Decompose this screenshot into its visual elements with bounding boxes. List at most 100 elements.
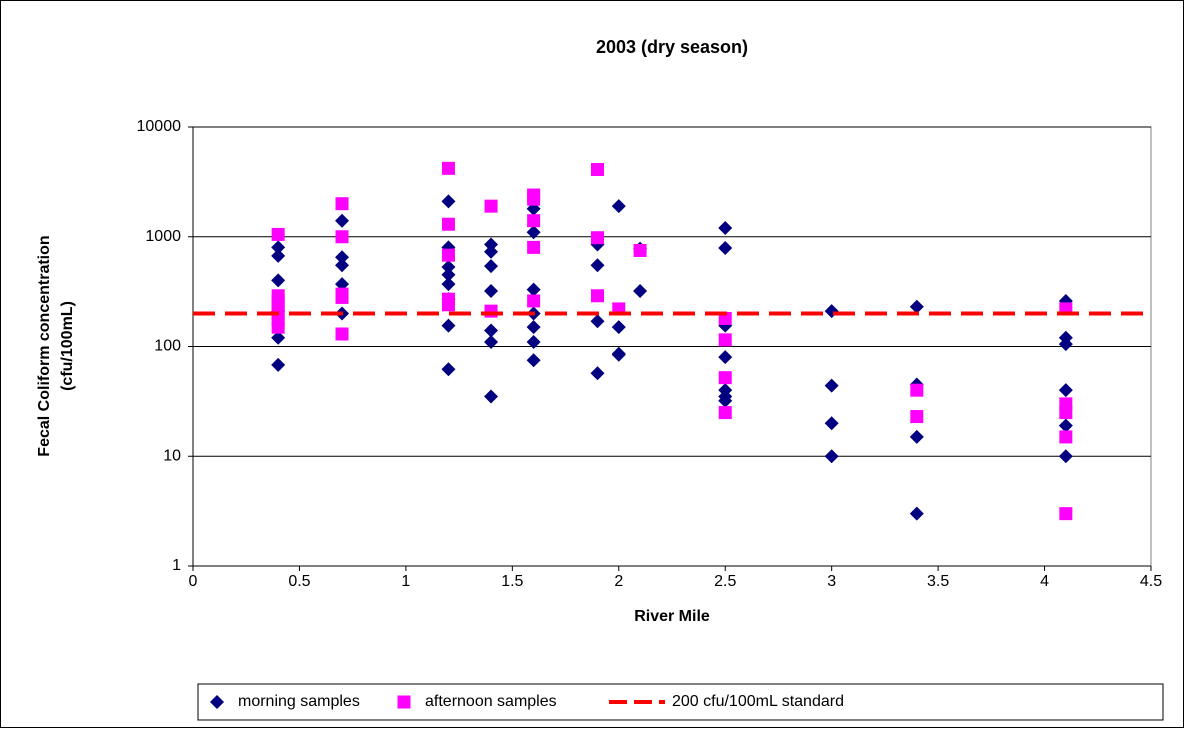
x-tick-label: 0 xyxy=(189,573,198,590)
data-point xyxy=(271,330,286,345)
data-point xyxy=(484,244,499,259)
data-point xyxy=(1058,383,1073,398)
legend-label: morning samples xyxy=(238,693,360,710)
data-point xyxy=(484,199,498,213)
data-point xyxy=(909,299,924,314)
x-tick-label: 0.5 xyxy=(288,573,310,590)
x-tick-label: 4 xyxy=(1040,573,1049,590)
data-point xyxy=(910,383,924,397)
data-point xyxy=(335,327,349,341)
data-point xyxy=(526,282,541,297)
chart-title: 2003 (dry season) xyxy=(596,37,748,57)
data-point xyxy=(271,320,285,334)
data-point xyxy=(718,333,732,347)
data-point xyxy=(526,334,541,349)
data-point xyxy=(441,194,456,209)
data-point xyxy=(633,243,647,257)
data-point xyxy=(271,240,286,255)
data-point xyxy=(611,347,626,362)
data-point xyxy=(527,192,541,206)
y-tick-label: 100 xyxy=(154,338,181,355)
legend-label: 200 cfu/100mL standard xyxy=(672,693,844,710)
data-point xyxy=(590,258,605,273)
data-point xyxy=(718,240,733,255)
data-point xyxy=(1058,418,1073,433)
legend-label: afternoon samples xyxy=(425,693,557,710)
data-point xyxy=(1058,449,1073,464)
data-point xyxy=(590,289,604,303)
data-point xyxy=(718,221,733,236)
x-tick-label: 1 xyxy=(401,573,410,590)
x-tick-label: 4.5 xyxy=(1140,573,1162,590)
data-point xyxy=(484,237,499,252)
data-point xyxy=(271,227,285,241)
y-tick-label: 10 xyxy=(163,447,181,464)
data-point xyxy=(335,197,349,211)
x-tick-label: 2 xyxy=(614,573,623,590)
legend-marker xyxy=(397,695,411,709)
data-point xyxy=(1059,430,1073,444)
data-point xyxy=(718,350,733,365)
data-point xyxy=(441,248,455,262)
data-point xyxy=(611,320,626,335)
data-point xyxy=(1059,507,1073,521)
data-point xyxy=(909,429,924,444)
data-point xyxy=(1058,337,1073,352)
data-point xyxy=(484,389,499,404)
data-point xyxy=(335,250,350,265)
y-tick-label: 1000 xyxy=(145,228,181,245)
data-point xyxy=(526,320,541,335)
data-point xyxy=(271,273,286,288)
data-point xyxy=(590,366,605,381)
data-point xyxy=(271,357,286,372)
data-point xyxy=(441,362,456,377)
data-point xyxy=(335,258,350,273)
data-point xyxy=(824,416,839,431)
legend-marker xyxy=(210,695,224,709)
y-tick-label: 10000 xyxy=(137,118,182,135)
data-point xyxy=(526,225,541,240)
data-point xyxy=(335,290,349,304)
y-axis-title: (cfu/100mL) xyxy=(59,301,76,391)
data-point xyxy=(1059,406,1073,420)
data-point xyxy=(484,334,499,349)
x-tick-label: 3.5 xyxy=(927,573,949,590)
data-point xyxy=(590,231,604,245)
x-tick-label: 2.5 xyxy=(714,573,736,590)
data-point xyxy=(526,353,541,368)
data-point xyxy=(441,318,456,333)
data-point xyxy=(271,248,286,263)
data-point xyxy=(633,284,648,299)
data-point xyxy=(718,371,732,385)
data-point xyxy=(824,449,839,464)
data-point xyxy=(910,410,924,424)
data-point xyxy=(441,298,455,312)
data-point xyxy=(527,294,541,308)
data-point xyxy=(590,314,605,329)
data-point xyxy=(718,406,732,420)
y-tick-label: 1 xyxy=(172,557,181,574)
data-point xyxy=(484,259,499,274)
data-point xyxy=(441,161,455,175)
x-tick-label: 3 xyxy=(827,573,836,590)
data-point xyxy=(590,162,604,176)
data-point xyxy=(718,393,733,408)
data-point xyxy=(909,506,924,521)
data-point xyxy=(824,378,839,393)
data-point xyxy=(527,214,541,228)
data-point xyxy=(441,217,455,231)
data-point xyxy=(441,277,456,292)
data-point xyxy=(527,240,541,254)
legend xyxy=(197,683,1164,721)
data-point xyxy=(484,284,499,299)
x-tick-label: 1.5 xyxy=(501,573,523,590)
y-axis-title: Fecal Coliform concentration xyxy=(36,235,53,456)
data-point xyxy=(484,323,499,338)
data-point xyxy=(335,230,349,244)
data-point xyxy=(611,199,626,214)
data-point xyxy=(441,267,456,282)
x-axis-title: River Mile xyxy=(634,608,710,625)
data-point xyxy=(484,304,498,318)
data-point xyxy=(441,260,456,275)
